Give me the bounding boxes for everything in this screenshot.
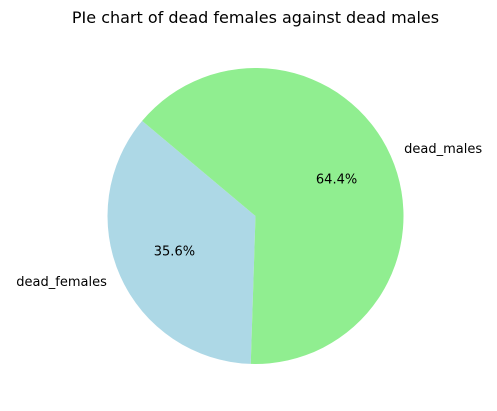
pct-label-dead-females: 35.6% <box>154 245 195 260</box>
slice-label-dead-females: dead_females <box>16 275 107 290</box>
slice-label-dead-males: dead_males <box>404 142 482 157</box>
pie-slices <box>108 68 404 364</box>
chart-title: PIe chart of dead females against dead m… <box>72 8 439 27</box>
pct-label-dead-males: 64.4% <box>316 172 357 187</box>
